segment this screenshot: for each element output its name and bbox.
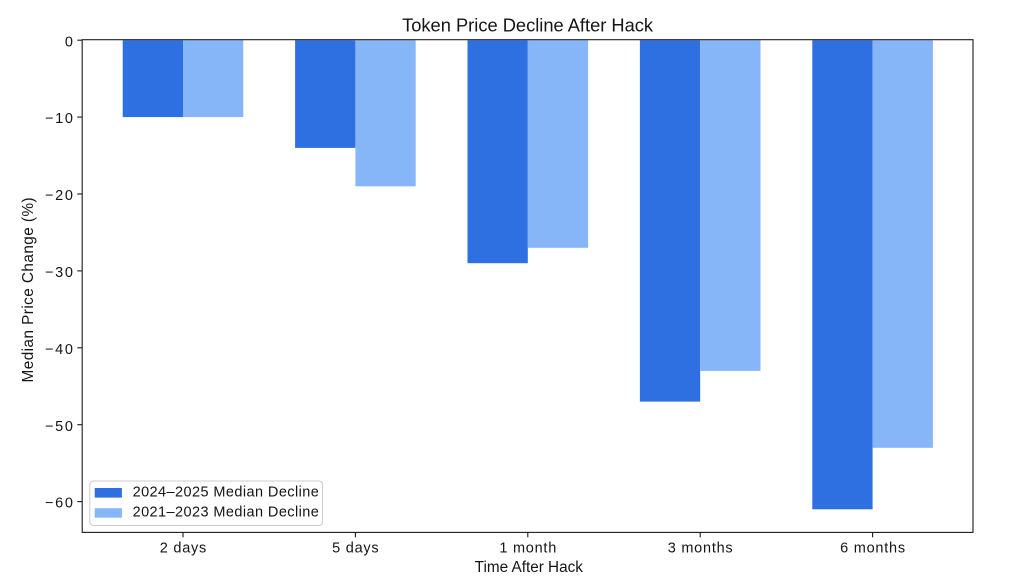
svg-text:−10: −10 xyxy=(45,111,74,127)
svg-text:−20: −20 xyxy=(45,188,74,204)
svg-text:2021–2023 Median Decline: 2021–2023 Median Decline xyxy=(133,505,320,521)
svg-text:2024–2025 Median Decline: 2024–2025 Median Decline xyxy=(133,485,320,501)
svg-text:1 month: 1 month xyxy=(499,540,557,556)
svg-text:5 days: 5 days xyxy=(332,540,379,556)
svg-text:−50: −50 xyxy=(45,419,74,435)
svg-text:2 days: 2 days xyxy=(160,540,207,556)
svg-text:−60: −60 xyxy=(45,496,74,512)
svg-text:Time After Hack: Time After Hack xyxy=(475,559,584,576)
svg-text:−30: −30 xyxy=(45,265,74,281)
svg-text:Median Price Change (%): Median Price Change (%) xyxy=(20,197,37,383)
svg-text:6 months: 6 months xyxy=(840,540,906,556)
svg-text:Token Price Decline After Hack: Token Price Decline After Hack xyxy=(402,15,654,36)
svg-text:−40: −40 xyxy=(45,342,74,358)
svg-text:0: 0 xyxy=(65,34,75,50)
svg-text:3 months: 3 months xyxy=(668,540,734,556)
